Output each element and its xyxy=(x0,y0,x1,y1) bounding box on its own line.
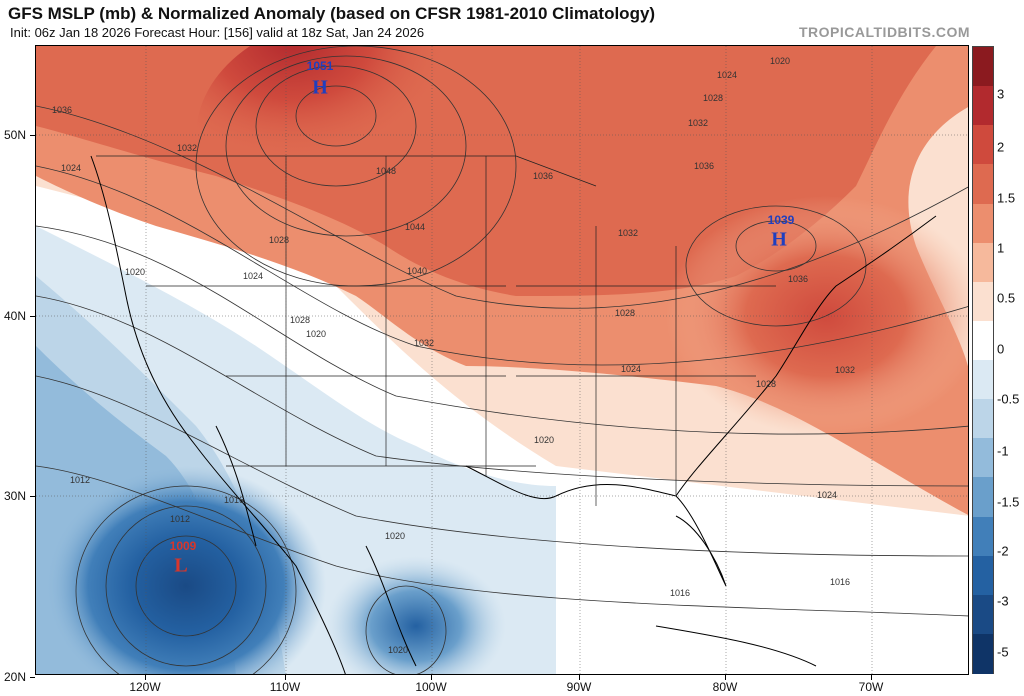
isobar-label: 1028 xyxy=(614,308,636,318)
isobar-label: 1020 xyxy=(387,645,409,655)
isobar-label: 1040 xyxy=(406,266,428,276)
pressure-center-value: 1051 xyxy=(306,59,334,73)
colorbar-segment xyxy=(973,164,993,204)
colorbar-label: -2 xyxy=(997,543,1009,559)
isobar-label: 1028 xyxy=(755,379,777,389)
colorbar-label: 3 xyxy=(997,86,1005,102)
isobar-label: 1048 xyxy=(375,166,397,176)
isobar-label: 1028 xyxy=(289,315,311,325)
colorbar-segment xyxy=(973,86,993,126)
weather-map xyxy=(35,45,969,675)
longitude-tick xyxy=(145,675,146,680)
high-pressure-symbol: H xyxy=(312,76,328,99)
colorbar-label: -1 xyxy=(997,443,1009,459)
pressure-center-value: 1009 xyxy=(169,539,197,553)
latitude-label: 40N xyxy=(4,309,27,323)
isobar-label: 1020 xyxy=(769,56,791,66)
chart-subtitle: Init: 06z Jan 18 2026 Forecast Hour: [15… xyxy=(10,25,425,40)
isobar-label: 1028 xyxy=(702,93,724,103)
pressure-center-value: 1039 xyxy=(767,213,795,227)
anomaly-colorbar xyxy=(972,46,994,674)
latitude-tick xyxy=(30,677,35,678)
isobar-label: 1020 xyxy=(305,329,327,339)
isobar-label: 1024 xyxy=(242,271,264,281)
latitude-label: 50N xyxy=(4,128,27,142)
colorbar-label: 2 xyxy=(997,139,1005,155)
isobar-label: 1020 xyxy=(533,435,555,445)
isobar-label: 1044 xyxy=(404,222,426,232)
latitude-label: 20N xyxy=(4,670,27,684)
isobar-label: 1020 xyxy=(124,267,146,277)
isobar-label: 1012 xyxy=(169,514,191,524)
isobar-label: 1032 xyxy=(687,118,709,128)
longitude-tick xyxy=(725,675,726,680)
latitude-tick xyxy=(30,135,35,136)
isobar-label: 1032 xyxy=(176,143,198,153)
isobar-label: 1024 xyxy=(716,70,738,80)
latitude-label: 30N xyxy=(4,489,27,503)
isobar-label: 1016 xyxy=(669,588,691,598)
longitude-label: 100W xyxy=(415,680,447,694)
colorbar-label: -3 xyxy=(997,593,1009,609)
mexico-anomaly xyxy=(326,556,506,674)
colorbar-segment xyxy=(973,281,993,322)
colorbar-label: 0 xyxy=(997,341,1005,357)
isobar-label: 1016 xyxy=(829,577,851,587)
high-pressure-symbol: H xyxy=(771,228,787,251)
colorbar-segment xyxy=(973,125,993,165)
source-credit: TROPICALTIDBITS.COM xyxy=(798,24,970,40)
isobar-label: 1036 xyxy=(51,105,73,115)
longitude-tick xyxy=(431,675,432,680)
longitude-label: 80W xyxy=(712,680,738,694)
colorbar-segment xyxy=(973,360,993,400)
isobar-label: 1028 xyxy=(268,235,290,245)
colorbar-label: -0.5 xyxy=(997,391,1020,407)
graticule xyxy=(36,46,968,674)
colorbar-segment xyxy=(973,399,993,439)
colorbar-label: -5 xyxy=(997,644,1009,660)
colorbar-label: -1.5 xyxy=(997,494,1020,510)
colorbar-segment xyxy=(973,594,993,635)
colorbar-label: 1.5 xyxy=(997,190,1016,206)
colorbar-label: 1 xyxy=(997,240,1005,256)
isobar-label: 1024 xyxy=(60,163,82,173)
colorbar-segment xyxy=(973,242,993,283)
isobar-label: 1032 xyxy=(413,338,435,348)
isobar-label: 1036 xyxy=(693,161,715,171)
low-pressure-symbol: L xyxy=(174,554,188,577)
colorbar-segment xyxy=(973,477,993,517)
colorbar-label: 0.5 xyxy=(997,290,1016,306)
colorbar-segment xyxy=(973,320,993,361)
isobar-label: 1024 xyxy=(620,364,642,374)
isobar-label: 1020 xyxy=(384,531,406,541)
colorbar-segment xyxy=(973,555,993,596)
longitude-label: 70W xyxy=(858,680,884,694)
colorbar-segment xyxy=(973,438,993,478)
colorbar-segment xyxy=(973,516,993,557)
longitude-tick xyxy=(871,675,872,680)
chart-title: GFS MSLP (mb) & Normalized Anomaly (base… xyxy=(8,4,656,23)
isobar-label: 1032 xyxy=(617,228,639,238)
latitude-tick xyxy=(30,496,35,497)
latitude-tick xyxy=(30,316,35,317)
longitude-tick xyxy=(579,675,580,680)
isobar-label: 1036 xyxy=(532,171,554,181)
isobar-label: 1024 xyxy=(816,490,838,500)
isobar-label: 1032 xyxy=(834,365,856,375)
isobar-label: 1036 xyxy=(787,274,809,284)
colorbar-segment xyxy=(973,47,993,87)
longitude-label: 120W xyxy=(129,680,161,694)
longitude-label: 90W xyxy=(566,680,592,694)
isobar-label: 1016 xyxy=(223,495,245,505)
longitude-tick xyxy=(285,675,286,680)
colorbar-segment xyxy=(973,203,993,244)
longitude-label: 110W xyxy=(269,680,301,694)
isobar-label: 1012 xyxy=(69,475,91,485)
colorbar-segment xyxy=(973,633,993,674)
map-canvas xyxy=(36,46,968,674)
